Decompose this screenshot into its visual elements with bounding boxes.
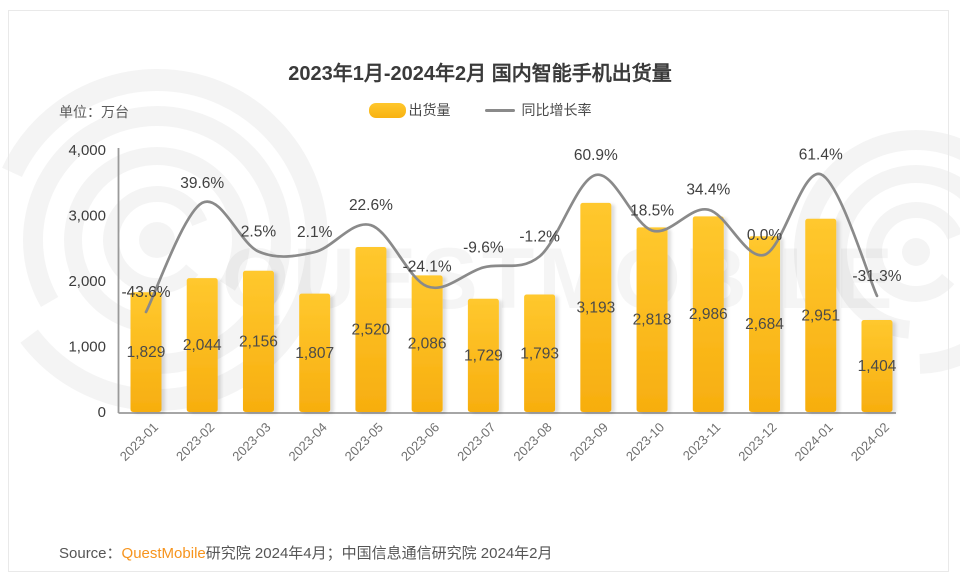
bar-value-label: 2,986 xyxy=(689,306,728,323)
watermark-ring xyxy=(23,106,291,374)
bar-value-label: 2,044 xyxy=(183,337,222,354)
bar-value-label: 1,729 xyxy=(464,347,503,364)
x-tick-label: 2023-05 xyxy=(342,420,386,464)
questmobile-watermark-text: QUESTMOBILE xyxy=(222,231,897,327)
growth-pct-label: 61.4% xyxy=(799,146,843,163)
legend-item-growth-rate: 同比增长率 xyxy=(484,100,592,120)
y-tick-label: 4,000 xyxy=(68,142,106,159)
growth-pct-label: -24.1% xyxy=(403,258,452,275)
bar-value-label: 2,520 xyxy=(352,321,391,338)
legend-item-shipments: 出货量 xyxy=(368,100,451,120)
growth-pct-label: 39.6% xyxy=(180,175,224,192)
line-series-swatch-icon xyxy=(484,108,515,112)
source-brand: QuestMobile xyxy=(121,545,206,562)
watermark-ring xyxy=(902,238,930,266)
growth-pct-label: 2.1% xyxy=(297,224,333,241)
chart-legend: 出货量 同比增长率 xyxy=(0,100,960,120)
growth-pct-label: 0.0% xyxy=(747,227,783,244)
x-tick-label: 2023-02 xyxy=(173,420,217,464)
unit-label: 单位：万台 xyxy=(59,104,129,120)
y-tick-label: 2,000 xyxy=(68,273,106,290)
bar xyxy=(467,298,499,412)
watermark-ring xyxy=(139,222,175,258)
bar xyxy=(355,246,387,412)
growth-rate-line xyxy=(144,172,879,314)
growth-pct-label: 2.5% xyxy=(241,224,277,241)
bar xyxy=(130,292,162,412)
page-title: 2023年1月-2024年2月 国内智能手机出货量 xyxy=(288,63,672,85)
bar xyxy=(242,270,274,412)
growth-pct-label: 18.5% xyxy=(630,203,674,220)
growth-pct-label: 22.6% xyxy=(349,197,393,214)
bar xyxy=(749,236,781,412)
x-tick-label: 2023-09 xyxy=(567,420,611,464)
bar xyxy=(692,216,724,412)
x-tick-label: 2023-03 xyxy=(229,420,273,464)
source-prefix: Source： xyxy=(59,545,122,562)
bar-value-label: 3,193 xyxy=(576,299,615,316)
bar xyxy=(411,275,443,412)
growth-pct-label: -31.3% xyxy=(852,268,901,285)
source-suffix: 研究院 2024年4月；中国信息通信研究院 2024年2月 xyxy=(205,545,553,562)
x-tick-label: 2023-12 xyxy=(735,420,779,464)
x-tick-label: 2024-01 xyxy=(792,420,836,464)
bar-value-label: 1,404 xyxy=(858,358,897,375)
growth-pct-label: -9.6% xyxy=(463,239,504,256)
growth-pct-label: 34.4% xyxy=(686,182,730,199)
bar-series-swatch-icon xyxy=(368,102,406,118)
bar xyxy=(805,218,837,412)
x-tick-label: 2023-04 xyxy=(285,420,329,464)
y-tick-label: 0 xyxy=(98,404,106,421)
bar xyxy=(580,202,612,412)
bar xyxy=(861,320,893,412)
growth-pct-label: -43.6% xyxy=(121,284,170,301)
y-tick-label: 1,000 xyxy=(68,339,106,356)
watermark-ring xyxy=(829,165,960,339)
bar xyxy=(299,293,331,412)
bar-value-label: 1,793 xyxy=(520,345,559,362)
bar-value-label: 2,684 xyxy=(745,316,784,333)
watermark-ring xyxy=(103,186,211,294)
bar-value-label: 2,086 xyxy=(408,336,447,353)
legend-bar-label: 出货量 xyxy=(408,102,451,118)
bar xyxy=(524,294,556,412)
x-tick-label: 2023-08 xyxy=(510,420,554,464)
bar-value-label: 1,829 xyxy=(127,344,166,361)
x-tick-label: 2024-02 xyxy=(848,420,892,464)
bar-value-label: 2,951 xyxy=(801,307,840,324)
x-tick-label: 2023-07 xyxy=(454,420,498,464)
x-tick-label: 2023-10 xyxy=(623,420,667,464)
x-tick-label: 2023-06 xyxy=(398,420,442,464)
x-tick-label: 2023-01 xyxy=(117,420,161,464)
growth-pct-label: -1.2% xyxy=(519,228,560,245)
source-line: Source：QuestMobile研究院 2024年4月；中国信息通信研究院 … xyxy=(59,542,553,563)
x-tick-label: 2023-11 xyxy=(680,420,724,464)
bar-value-label: 2,156 xyxy=(239,333,278,350)
bar-value-label: 1,807 xyxy=(295,345,334,362)
legend-line-label: 同比增长率 xyxy=(521,102,592,118)
growth-pct-label: 60.9% xyxy=(574,147,618,164)
bar-value-label: 2,818 xyxy=(633,312,672,329)
bar xyxy=(186,278,218,412)
bar xyxy=(636,227,668,412)
y-tick-label: 3,000 xyxy=(68,208,106,225)
